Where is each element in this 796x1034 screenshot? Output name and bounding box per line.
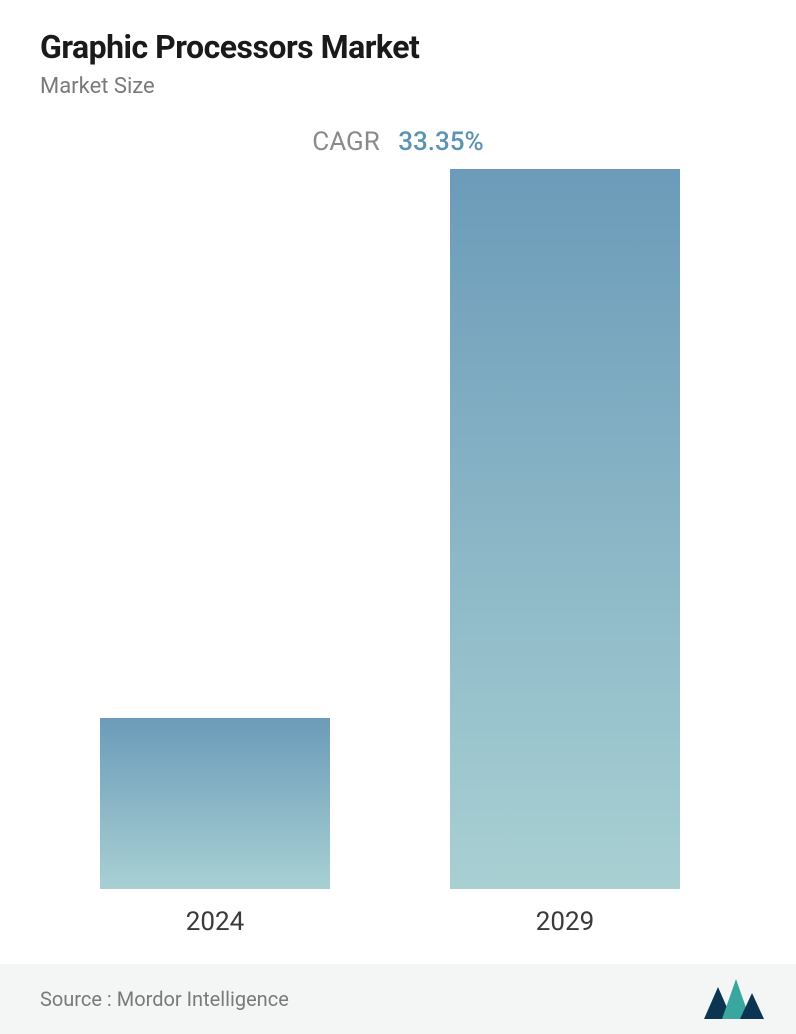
cagr-row: CAGR 33.35% — [40, 127, 756, 157]
x-axis-label-2029: 2029 — [536, 907, 594, 937]
logo-icon — [704, 979, 766, 1019]
bar-fill — [450, 169, 680, 889]
bar-2029 — [450, 169, 680, 889]
bar-2024 — [100, 718, 330, 889]
footer-bar: Source : Mordor Intelligence — [0, 964, 796, 1034]
cagr-value: 33.35% — [398, 127, 483, 157]
cagr-label: CAGR — [312, 127, 379, 157]
bar-fill — [100, 718, 330, 889]
brand-logo — [704, 979, 766, 1019]
chart-container: Graphic Processors Market Market Size CA… — [0, 0, 796, 1034]
chart-plot-area — [40, 169, 756, 889]
x-axis-labels: 2024 2029 — [40, 889, 756, 939]
x-axis-label-2024: 2024 — [186, 907, 244, 937]
chart-subtitle: Market Size — [40, 74, 756, 99]
source-attribution: Source : Mordor Intelligence — [40, 987, 289, 1011]
chart-title: Graphic Processors Market — [40, 28, 756, 66]
